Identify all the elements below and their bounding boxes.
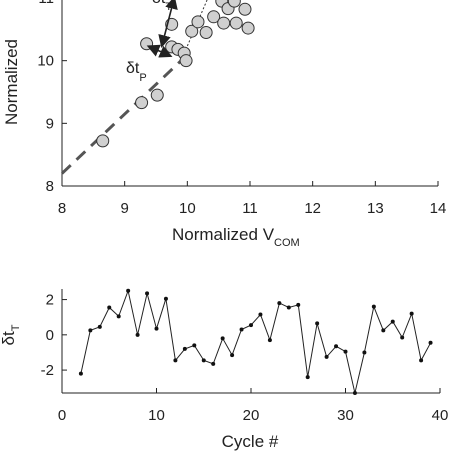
reference-dashed-line [60,59,183,175]
scatter-x-tick-label: 8 [58,200,66,217]
line-x-tick-label: 0 [58,407,66,424]
scatter-point [191,15,205,29]
series-point [371,304,376,309]
scatter-point [229,16,243,30]
scatter-point [185,24,199,38]
series-point [249,323,253,328]
line-y-ticks: -2 0 2 [41,292,67,379]
scatter-y-tick-label: 8 [46,178,54,195]
line-x-tick-label: 30 [337,407,354,424]
series-point [192,343,197,348]
series-point [277,301,282,306]
series-point [362,350,367,355]
scatter-point [207,10,221,24]
scatter-point [179,54,193,68]
scatter-y-tick-label: 11 [38,0,54,7]
series-line [80,289,432,394]
series-point [390,319,395,324]
scatter-x-ticks: 8 9 10 11 12 13 14 [58,181,447,217]
series-point [334,344,339,349]
scatter-point [96,134,110,148]
scatter-point [199,25,213,39]
series-point [239,327,244,332]
annotation-arrow [146,44,173,58]
series-point [173,358,178,363]
series-point [230,353,235,358]
series-point [88,328,93,333]
series-point [305,375,310,380]
scatter-x-tick-label: 14 [430,200,447,217]
series-point [97,324,102,329]
scatter-y-ticks: 8 9 10 11 [37,0,67,195]
series-point [352,391,357,395]
scatter-y-tick-label: 9 [46,115,54,132]
scatter-x-tick-label: 10 [179,200,196,217]
scatter-point [217,16,231,30]
scatter-point [227,0,241,8]
scatter-x-tick-label: 11 [242,200,258,217]
scatter-point [238,2,252,16]
scatter-x-axis-label: Normalized VCOM [172,225,300,249]
scatter-x-tick-label: 13 [367,200,384,217]
series-point [211,361,216,366]
series-point [296,302,301,307]
series-point [400,335,405,340]
series-point [163,296,168,301]
series-point [135,332,140,337]
annotation-arrow [158,0,178,48]
series-point [286,305,291,310]
line-y-tick-label: -2 [41,362,54,379]
scatter-point [135,96,149,110]
line-x-tick-label: 40 [432,407,449,424]
series-point [343,349,348,354]
series-point [409,311,414,316]
series-point [78,371,83,376]
scatter-x-tick-label: 9 [120,200,128,217]
line-x-axis-label: Cycle # [222,432,279,451]
series-point [381,328,386,333]
line-x-tick-label: 20 [243,407,260,424]
series-point [154,326,159,331]
line-x-tick-label: 10 [148,407,165,424]
line-y-axis-label: δtT [0,324,22,345]
line-panel: 0 10 20 30 40 -2 0 2 Cycle # δtT [0,288,449,451]
scatter-point [241,21,255,35]
series-point [107,305,112,310]
scatter-x-tick-label: 12 [304,200,321,217]
scatter-y-axis-label: Normalized [2,39,21,125]
scatter-point [150,88,164,102]
scatter-y-tick-label: 10 [37,53,54,70]
series-point [201,358,206,363]
series-point [428,340,433,345]
series-point [267,338,272,343]
line-x-ticks: 0 10 20 30 40 [58,388,449,424]
series-point [182,346,187,351]
annotation-label-dtp: δtP [126,60,147,84]
series-point [220,336,225,341]
series-point [126,288,131,293]
series-point [258,312,263,317]
line-plot-area [61,288,440,395]
scatter-panel: δtP δtT 8 9 10 11 12 13 14 8 9 10 11 Normalized VC… [2,0,446,249]
series-point [315,321,320,326]
series-point [145,291,150,296]
annotation-label-dtt: δtT [152,0,172,13]
series-point [419,358,424,363]
series-point [324,354,329,359]
line-y-tick-label: 0 [46,327,54,344]
line-y-tick-label: 2 [46,292,54,309]
series-point [116,314,121,319]
scatter-plot-area: δtP δtT [60,0,438,187]
